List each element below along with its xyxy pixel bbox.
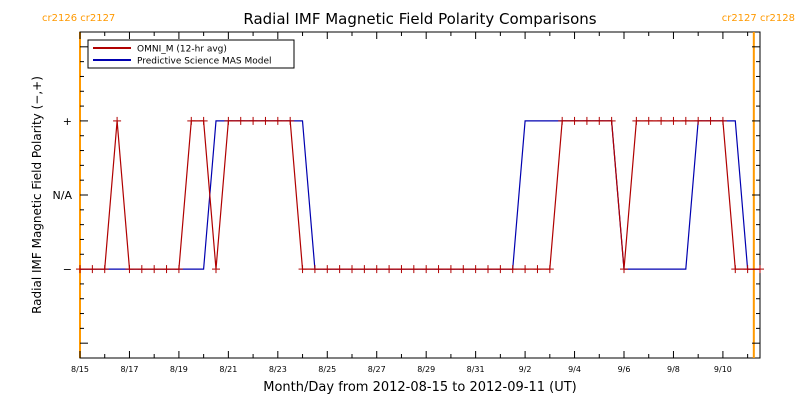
omni-data-point [644, 116, 653, 125]
omni-data-point [718, 116, 727, 125]
y-axis-label: Radial IMF Magnetic Field Polarity (−,+) [30, 76, 44, 314]
omni-data-point [88, 265, 97, 274]
omni-data-point [323, 265, 332, 274]
x-tick-label: 8/31 [467, 365, 485, 374]
omni-data-point [694, 116, 703, 125]
omni-data-point [224, 116, 233, 125]
x-axis-label: Month/Day from 2012-08-15 to 2012-09-11 … [263, 380, 576, 395]
omni-data-point [582, 116, 591, 125]
x-tick-label: 8/27 [368, 365, 386, 374]
omni-data-point [607, 116, 616, 125]
x-tick-label: 8/17 [120, 365, 138, 374]
omni-data-point [508, 265, 517, 274]
x-tick-label: 8/25 [318, 365, 336, 374]
omni-data-point [620, 265, 628, 274]
omni-data-point [570, 116, 579, 125]
omni-data-point [348, 265, 356, 274]
y-tick-label: N/A [53, 189, 73, 202]
x-tick-label: 8/15 [71, 365, 89, 374]
omni-data-point [459, 265, 468, 274]
omni-data-point [261, 116, 270, 125]
omni-data-point [397, 265, 406, 274]
omni-data-point [409, 265, 418, 274]
omni-data-point [137, 265, 146, 274]
omni-data-point [756, 265, 764, 274]
carrington-label: cr2126 cr2127 [42, 13, 115, 24]
omni-data-point [199, 116, 208, 125]
chart-title: Radial IMF Magnetic Field Polarity Compa… [243, 10, 596, 28]
omni-data-point [174, 265, 183, 274]
omni-data-point [657, 116, 666, 125]
omni-data-point [385, 265, 394, 274]
omni-data-point [681, 116, 690, 125]
omni-data-point [150, 265, 159, 274]
omni-data-point [484, 265, 492, 274]
omni-data-point [706, 116, 715, 125]
omni-data-point [422, 265, 431, 274]
omni-data-point [335, 265, 344, 274]
omni-data-point [669, 116, 678, 125]
omni-data-point [496, 265, 505, 274]
omni-series-line [80, 120, 760, 270]
omni-data-point [236, 116, 245, 125]
omni-data-point [558, 116, 567, 125]
omni-data-point [521, 265, 530, 274]
legend-box [87, 39, 295, 69]
y-tick-label: − [63, 263, 72, 276]
x-tick-label: 8/29 [417, 365, 435, 374]
plot-frame [79, 31, 761, 359]
omni-data-point [212, 265, 220, 274]
omni-data-point [743, 265, 752, 274]
x-tick-label: 8/23 [269, 365, 287, 374]
omni-data-point [471, 265, 480, 274]
omni-data-point [286, 116, 295, 125]
x-tick-label: 8/21 [219, 365, 237, 374]
x-tick-label: 9/4 [568, 365, 581, 374]
x-tick-label: 8/19 [170, 365, 188, 374]
omni-data-point [632, 116, 641, 125]
mas-series-line [80, 120, 760, 270]
omni-data-point [162, 265, 171, 274]
omni-data-point [434, 265, 443, 274]
omni-data-point [595, 116, 604, 125]
legend-label: OMNI_M (12-hr avg) [137, 45, 227, 55]
omni-data-point [187, 116, 196, 125]
omni-data-point [100, 265, 109, 274]
omni-data-point [310, 265, 319, 274]
x-tick-label: 9/10 [714, 365, 732, 374]
omni-data-point [731, 265, 740, 274]
omni-data-point [372, 265, 381, 274]
omni-data-point [113, 116, 122, 125]
legend-label: Predictive Science MAS Model [137, 57, 272, 67]
omni-data-point [125, 265, 134, 274]
omni-data-point [360, 265, 369, 274]
x-tick-label: 9/6 [618, 365, 631, 374]
omni-data-point [273, 116, 282, 125]
y-tick-label: + [63, 115, 72, 128]
omni-data-point [76, 265, 84, 274]
x-tick-label: 9/8 [667, 365, 680, 374]
x-tick-label: 9/2 [519, 365, 532, 374]
omni-data-point [249, 116, 258, 125]
carrington-label: cr2127 cr2128 [722, 13, 795, 24]
omni-data-point [446, 265, 455, 274]
omni-data-point [533, 265, 542, 274]
omni-data-point [298, 265, 307, 274]
omni-data-point [545, 265, 554, 274]
